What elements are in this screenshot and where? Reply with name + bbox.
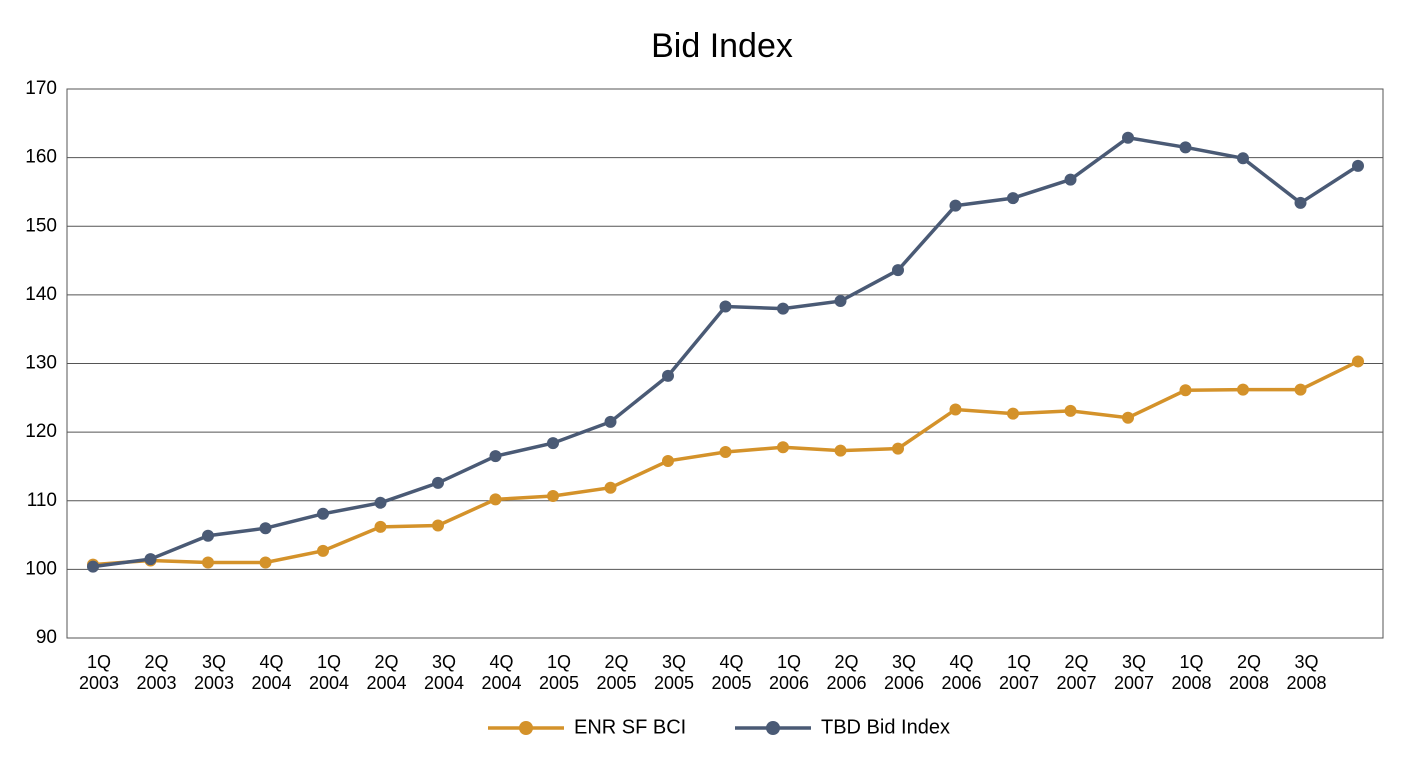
data-point	[317, 507, 329, 520]
legend-marker	[519, 721, 533, 735]
y-tick-label: 130	[25, 353, 57, 374]
data-point	[489, 450, 502, 463]
data-point	[1007, 407, 1019, 420]
y-tick-label: 110	[27, 490, 57, 511]
data-point	[1237, 383, 1249, 396]
x-tick-label: 4Q 2005	[711, 652, 752, 693]
data-point	[949, 199, 962, 212]
x-tick-label: 1Q 2008	[1171, 652, 1212, 693]
x-tick-label: 2Q 2006	[826, 652, 867, 693]
x-tick-label: 3Q 2007	[1113, 652, 1155, 693]
data-point	[1352, 355, 1364, 368]
data-point	[777, 441, 789, 454]
legend-label: ENR SF BCI	[574, 716, 686, 738]
data-point	[1064, 404, 1077, 417]
series-line	[92, 359, 1359, 567]
y-tick-label: 90	[36, 627, 57, 648]
data-point	[144, 553, 157, 566]
y-tick-label: 160	[25, 147, 57, 168]
x-tick-label: 2Q 2003	[136, 652, 177, 693]
data-point	[662, 369, 674, 382]
data-point	[1179, 384, 1192, 397]
data-point	[892, 264, 904, 277]
data-point	[374, 496, 387, 509]
data-point	[202, 556, 214, 569]
plot-frame	[66, 88, 1384, 639]
data-point	[1007, 192, 1019, 205]
x-tick-label: 3Q 2008	[1286, 652, 1327, 693]
x-tick-label: 3Q 2004	[423, 652, 465, 693]
data-point	[1352, 159, 1364, 172]
x-tick-label: 4Q 2004	[481, 652, 522, 693]
data-point	[259, 522, 272, 535]
data-point	[489, 493, 502, 506]
x-tick-label: 4Q 2006	[941, 652, 982, 693]
chart-title: Bid Index	[651, 27, 793, 65]
data-point	[432, 476, 444, 489]
data-point	[719, 300, 732, 313]
data-point	[834, 295, 847, 308]
data-point	[202, 529, 214, 542]
legend-marker	[766, 721, 780, 735]
data-point	[604, 415, 617, 428]
data-point	[317, 544, 329, 557]
y-tick-label: 170	[25, 78, 57, 99]
x-tick-label: 1Q 2007	[998, 652, 1040, 693]
data-point	[834, 444, 847, 457]
series-line	[92, 135, 1359, 569]
data-point	[432, 519, 444, 532]
data-point	[1122, 411, 1134, 424]
data-point	[547, 437, 559, 450]
x-tick-label: 1Q 2004	[308, 652, 350, 693]
data-point	[1179, 141, 1192, 154]
legend-label: TBD Bid Index	[821, 716, 950, 738]
data-point	[1237, 152, 1249, 165]
data-point	[777, 302, 789, 315]
x-tick-label: 2Q 2004	[366, 652, 407, 693]
data-point	[1122, 131, 1134, 144]
data-point	[892, 442, 904, 455]
data-point	[1294, 383, 1307, 396]
data-point	[1294, 196, 1307, 209]
y-tick-label: 140	[25, 284, 57, 305]
data-point	[374, 520, 387, 533]
data-point	[259, 556, 272, 569]
data-point	[87, 560, 99, 573]
x-tick-label: 1Q 2005	[538, 652, 580, 693]
data-point	[604, 481, 617, 494]
x-tick-label: 2Q 2007	[1056, 652, 1097, 693]
x-tick-label: 2Q 2005	[596, 652, 637, 693]
y-tick-label: 100	[25, 558, 57, 579]
data-point	[719, 446, 732, 459]
data-point	[547, 489, 559, 502]
data-point	[1064, 173, 1077, 186]
data-point	[662, 454, 674, 467]
x-tick-label: 1Q 2006	[768, 652, 810, 693]
x-tick-label: 2Q 2008	[1228, 652, 1270, 693]
x-tick-label: 3Q 2005	[653, 652, 695, 693]
x-tick-label: 3Q 2003	[193, 652, 235, 693]
y-tick-label: 120	[25, 421, 57, 442]
y-tick-label: 150	[25, 215, 57, 236]
x-tick-label: 3Q 2006	[883, 652, 925, 693]
data-point	[949, 403, 962, 416]
x-tick-label: 1Q 2003	[78, 652, 120, 693]
x-tick-label: 4Q 2004	[251, 652, 292, 693]
